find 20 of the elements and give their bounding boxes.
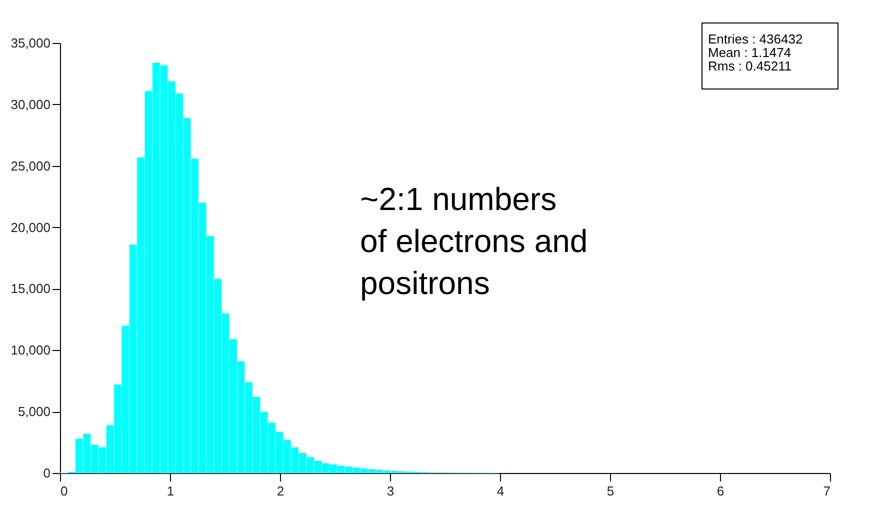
y-tick-label: 35,000 bbox=[10, 36, 50, 50]
annotation: Rms : 0.45211 bbox=[708, 58, 792, 74]
annotation: Entries : 436432 bbox=[708, 32, 803, 47]
x-tick-label: 6 bbox=[716, 484, 724, 498]
x-tick-label: 2 bbox=[276, 484, 284, 498]
y-tick-label: 0 bbox=[43, 466, 50, 480]
x-tick-label: 5 bbox=[606, 484, 614, 498]
y-tick-label: 30,000 bbox=[10, 96, 50, 112]
y-tick-label: 5,000 bbox=[18, 404, 50, 420]
annotation: ~2:1 numbers of electrons and positrons bbox=[360, 181, 588, 301]
y-tick-label: 20,000 bbox=[10, 220, 50, 235]
x-tick-label: 0 bbox=[60, 484, 68, 498]
x-tick-label: 3 bbox=[386, 484, 394, 498]
x-tick-label: 1 bbox=[166, 484, 174, 498]
y-tick-label: 10,000 bbox=[10, 342, 50, 358]
y-tick-label: 15,000 bbox=[10, 281, 50, 296]
x-tick-label: 7 bbox=[823, 484, 830, 498]
y-tick-label: 25,000 bbox=[10, 158, 50, 174]
annotation: Mean : 1.1474 bbox=[708, 45, 792, 60]
x-tick-label: 4 bbox=[496, 484, 504, 498]
